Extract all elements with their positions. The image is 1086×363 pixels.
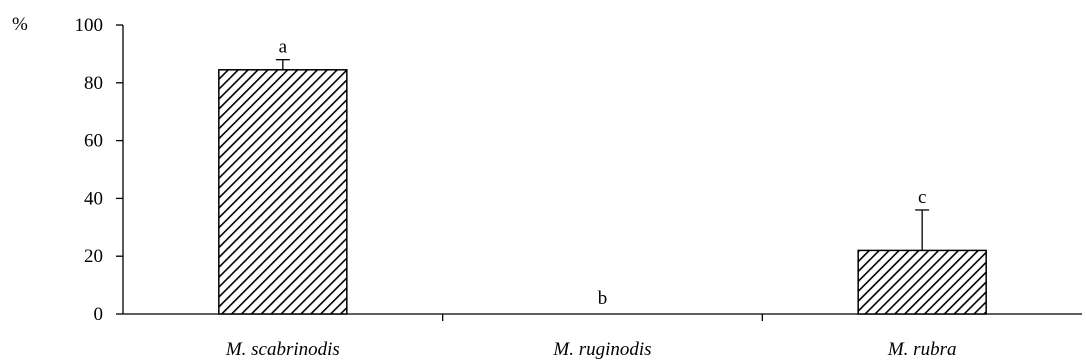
category-label: M. scabrinodis — [225, 339, 340, 360]
category-label: M. ruginodis — [552, 339, 651, 360]
category-labels: M. scabrinodis M. ruginodis M. rubra — [225, 339, 957, 360]
error-bars — [275, 59, 930, 251]
y-tick-label: 60 — [84, 131, 103, 152]
category-label: M. rubra — [887, 339, 957, 360]
significance-letter: a — [279, 37, 288, 58]
significance-letters: a b c — [279, 37, 927, 309]
y-axis: 0 20 40 60 80 100 — [75, 15, 124, 325]
x-axis — [123, 313, 1082, 321]
bars — [218, 69, 987, 315]
y-tick-label: 80 — [84, 73, 103, 94]
y-tick-label: 100 — [75, 15, 104, 36]
y-tick-label: 40 — [84, 188, 103, 209]
y-axis-unit-label: % — [12, 14, 28, 35]
bar — [218, 69, 348, 315]
y-tick-label: 0 — [94, 304, 104, 325]
y-tick-label: 20 — [84, 246, 103, 267]
significance-letter: c — [918, 187, 926, 208]
significance-letter: b — [598, 288, 608, 309]
bar — [857, 249, 987, 315]
